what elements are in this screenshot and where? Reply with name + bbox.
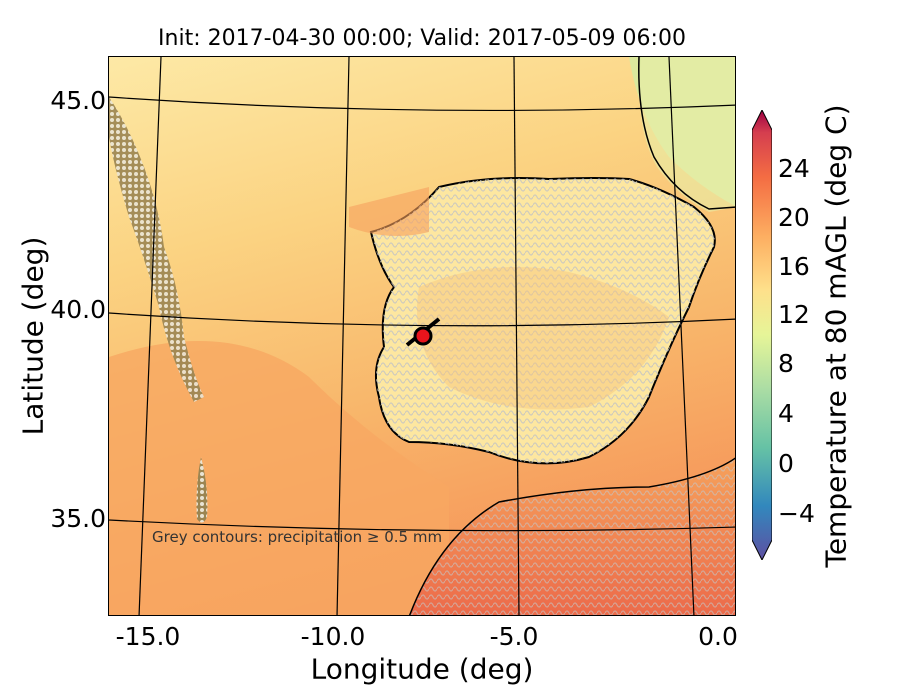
colorbar-tick: 12 bbox=[778, 300, 810, 329]
precipitation-note: Grey contours: precipitation ≥ 0.5 mm bbox=[152, 528, 443, 546]
colorbar-tick: 0 bbox=[778, 449, 794, 478]
iberia-precip bbox=[371, 178, 715, 464]
cloud-patch-southwest bbox=[196, 457, 208, 523]
colorbar-tick: 4 bbox=[778, 399, 794, 428]
y-tick-label: 35.0 bbox=[50, 504, 106, 533]
colorbar-tick: 24 bbox=[778, 154, 810, 183]
warm-band bbox=[109, 341, 449, 615]
colorbar-tick: 20 bbox=[778, 203, 810, 232]
x-tick-label: 0.0 bbox=[698, 622, 738, 651]
map-panel[interactable] bbox=[108, 56, 736, 616]
y-tick-label: 45.0 bbox=[50, 86, 106, 115]
colorbar bbox=[752, 110, 772, 560]
colorbar-label: Temperature at 80 mAGL (deg C) bbox=[819, 104, 853, 568]
temperature-field bbox=[109, 57, 735, 615]
warm-north-coast bbox=[349, 187, 429, 236]
colorbar-tick: 16 bbox=[778, 252, 810, 281]
y-axis-label: Latitude (deg) bbox=[16, 236, 50, 436]
site-marker[interactable] bbox=[405, 317, 441, 347]
y-tick-label: 40.0 bbox=[50, 295, 106, 324]
coastline-africa bbox=[408, 457, 735, 615]
graticule bbox=[109, 57, 735, 615]
map-title: Init: 2017-04-30 00:00; Valid: 2017-05-0… bbox=[158, 26, 686, 51]
colorbar-tick: −4 bbox=[778, 499, 815, 528]
coastline-france bbox=[638, 57, 735, 210]
x-tick-label: -10.0 bbox=[300, 622, 366, 651]
colorbar-tick: 8 bbox=[778, 349, 794, 378]
x-tick-label: -15.0 bbox=[115, 622, 181, 651]
africa-precip bbox=[409, 458, 735, 615]
land-france bbox=[639, 57, 735, 212]
warm-interior bbox=[417, 267, 669, 410]
cloud-band-west bbox=[109, 97, 204, 402]
x-axis-label: Longitude (deg) bbox=[310, 652, 534, 686]
x-tick-label: -5.0 bbox=[489, 622, 539, 651]
